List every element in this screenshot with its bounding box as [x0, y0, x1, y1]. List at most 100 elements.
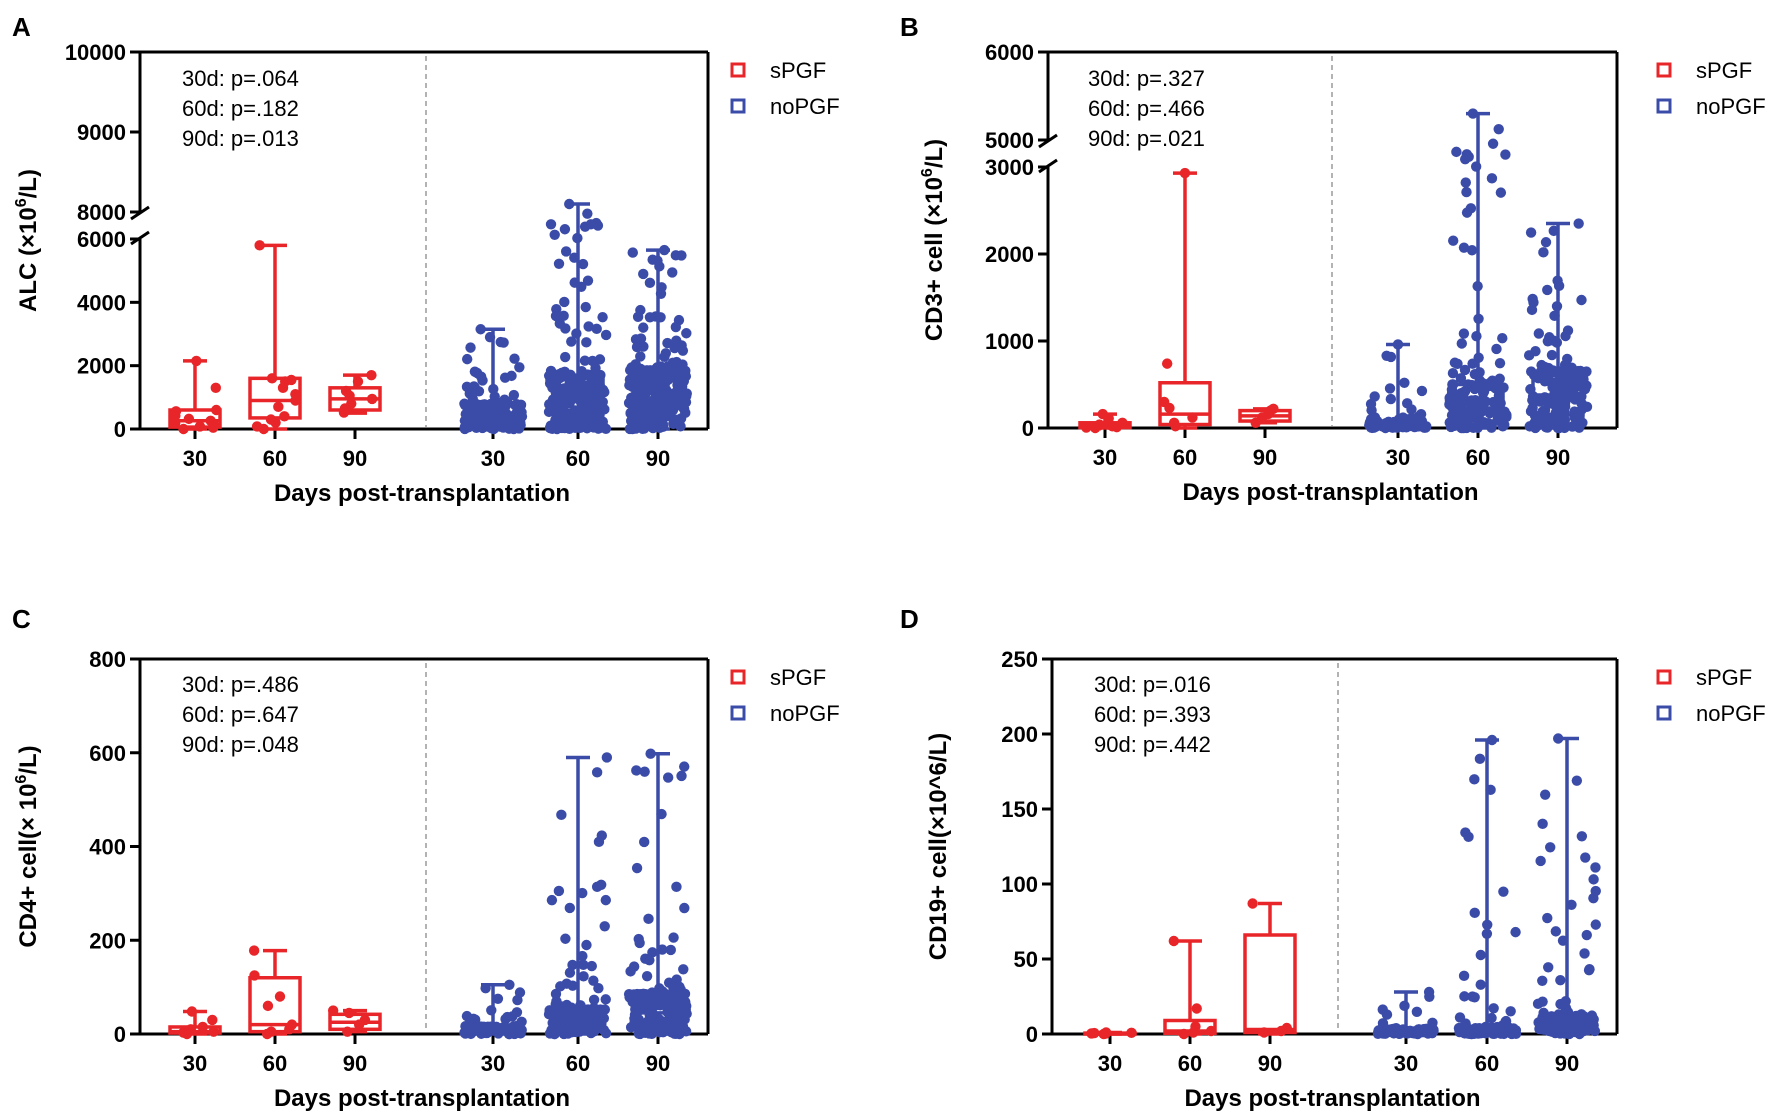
data-point — [644, 277, 656, 289]
data-point — [665, 944, 676, 956]
data-point — [671, 881, 682, 893]
data-point — [251, 421, 263, 432]
data-point — [1385, 393, 1397, 405]
data-point — [1579, 948, 1590, 959]
data-point — [1456, 338, 1467, 349]
data-point — [571, 328, 582, 339]
panel-letter: D — [900, 604, 919, 634]
p-value-annotation: 60d: p=.182 — [182, 96, 299, 121]
data-point — [459, 400, 471, 411]
data-point — [1107, 421, 1118, 432]
data-point — [262, 1000, 274, 1012]
data-point — [1460, 177, 1471, 188]
data-point — [1100, 1027, 1112, 1038]
y-axis-label-sup: 6 — [919, 168, 936, 177]
data-point — [1467, 358, 1478, 369]
p-value-annotation: 60d: p=.647 — [182, 702, 299, 727]
data-point — [679, 902, 690, 914]
data-point — [511, 399, 522, 410]
data-point — [1560, 996, 1571, 1007]
plot-area — [130, 50, 710, 431]
data-point — [1535, 855, 1546, 867]
data-point — [1510, 926, 1521, 938]
data-point — [553, 885, 565, 897]
y-tick-label: 1000 — [985, 329, 1034, 354]
data-point — [655, 288, 667, 299]
data-point — [1364, 419, 1375, 431]
data-point — [1459, 991, 1470, 1002]
data-point — [1399, 377, 1410, 388]
data-point — [290, 388, 301, 400]
data-point — [194, 421, 206, 432]
data-point — [645, 404, 656, 415]
data-point — [1081, 422, 1092, 433]
p-value-annotation: 90d: p=.013 — [182, 126, 299, 151]
data-point — [477, 375, 488, 386]
data-point — [675, 984, 686, 995]
data-point — [653, 408, 664, 420]
y-tick-label: 0 — [114, 417, 126, 442]
data-point — [1281, 1022, 1292, 1034]
data-point — [1538, 247, 1549, 258]
data-point — [1452, 358, 1463, 370]
data-point — [558, 310, 569, 322]
y-axis-label-sup: 6 — [13, 775, 30, 784]
data-point — [548, 1015, 559, 1026]
p-value-annotation: 30d: p=.327 — [1088, 66, 1205, 91]
data-point — [670, 321, 682, 333]
data-point — [466, 1021, 477, 1032]
data-point — [1560, 330, 1571, 342]
data-point — [1459, 364, 1471, 376]
x-tick-label: 60 — [1475, 1051, 1499, 1076]
legend-label: sPGF — [770, 58, 826, 83]
x-tick-label: 60 — [566, 1051, 590, 1076]
data-point — [564, 902, 576, 914]
x-tick-label: 60 — [1178, 1051, 1202, 1076]
data-point — [1460, 827, 1471, 838]
legend-label: sPGF — [770, 665, 826, 690]
data-point — [564, 198, 575, 210]
data-point — [667, 267, 678, 278]
data-point — [556, 1001, 567, 1012]
box-group — [248, 240, 302, 435]
data-point — [1466, 1028, 1477, 1040]
p-value-annotation: 30d: p=.064 — [182, 66, 299, 91]
y-tick-label: 0 — [114, 1022, 126, 1047]
data-point — [1464, 405, 1476, 417]
data-point — [1487, 138, 1499, 149]
data-point — [626, 993, 637, 1005]
x-axis-label: Days post-transplantation — [274, 480, 570, 507]
data-point — [676, 381, 688, 392]
data-point — [670, 250, 682, 261]
x-tick-label: 60 — [263, 1051, 287, 1076]
data-point — [1588, 874, 1599, 885]
data-point — [635, 351, 646, 362]
data-point — [1554, 396, 1566, 408]
data-point — [509, 353, 520, 364]
x-tick-label: 90 — [343, 1051, 367, 1076]
data-point — [1465, 380, 1476, 391]
data-point — [1571, 775, 1583, 786]
y-axis-label-text: /L) — [15, 745, 42, 774]
data-point — [1465, 203, 1477, 214]
data-point — [1482, 1023, 1493, 1034]
data-point — [1486, 173, 1498, 184]
data-point — [1399, 1000, 1410, 1012]
data-point — [1168, 935, 1180, 947]
data-point — [1495, 187, 1507, 198]
data-point — [1258, 1027, 1270, 1038]
data-point — [1383, 1026, 1394, 1038]
data-point — [653, 1025, 665, 1037]
data-point — [359, 1014, 371, 1026]
data-point — [667, 364, 678, 376]
data-point — [495, 336, 506, 348]
data-point — [680, 396, 692, 408]
data-point — [560, 933, 571, 944]
data-point — [211, 404, 222, 416]
data-point — [1523, 350, 1535, 361]
data-point — [631, 862, 643, 874]
data-point — [169, 418, 181, 429]
data-point — [488, 383, 499, 395]
data-point — [1094, 419, 1105, 430]
data-point — [1447, 379, 1458, 390]
